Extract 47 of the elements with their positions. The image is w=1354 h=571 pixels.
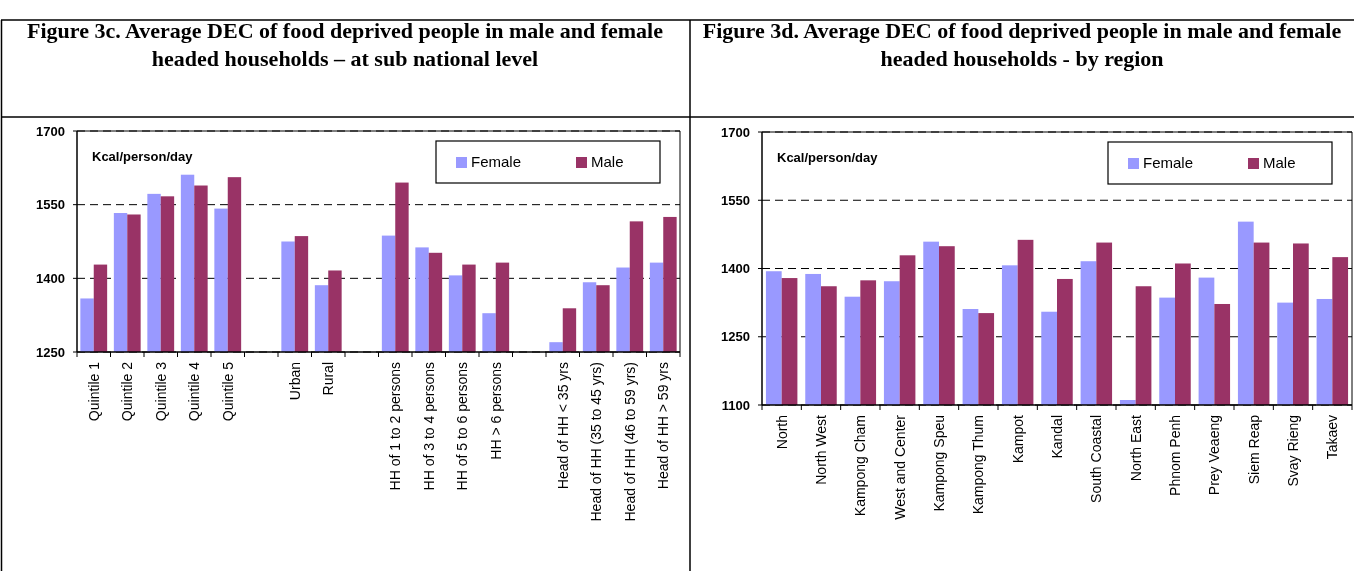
x-tick-label: North <box>773 415 790 450</box>
y-tick-label: 1700 <box>36 123 65 139</box>
legend-label: Male <box>1263 154 1296 172</box>
x-tick-label: Kampong Thum <box>970 415 987 515</box>
x-tick-label: Prey Veaeng <box>1206 415 1223 496</box>
chart-title: Figure 3c. Average DEC of food deprived people in male and female headed households – at sub national level <box>27 18 664 71</box>
y-tick-label: 1550 <box>721 192 750 208</box>
legend-label: Male <box>591 153 624 171</box>
x-tick-label: HH of 5 to 6 persons <box>454 362 471 491</box>
x-tick-label: Head of HH (46 to 59 yrs) <box>621 362 638 522</box>
y-tick-label: 1250 <box>721 329 750 345</box>
y-axis-title: Kcal/person/day <box>777 150 879 165</box>
legend-label: Female <box>1143 154 1194 172</box>
x-tick-label: Head of HH < 35 yrs <box>554 362 571 490</box>
x-tick-label: Quintile 2 <box>119 361 136 422</box>
x-tick-label: Kampong Cham <box>852 415 869 517</box>
x-tick-label: Urban <box>286 362 303 401</box>
x-tick-label: Kandal <box>1048 415 1065 459</box>
x-tick-label: Quintile 1 <box>85 361 102 422</box>
x-tick-label: Svay Rieng <box>1284 415 1301 487</box>
x-tick-label: Rural <box>320 362 337 396</box>
x-tick-label: North West <box>812 414 829 485</box>
x-tick-label: Phnom Penh <box>1166 415 1183 496</box>
x-tick-label: Takaev <box>1324 415 1341 460</box>
y-axis-title: Kcal/person/day <box>92 149 194 164</box>
y-tick-label: 1700 <box>721 124 750 140</box>
y-tick-label: 1400 <box>36 270 65 286</box>
x-tick-label: North East <box>1127 414 1144 482</box>
x-tick-label: HH of 1 to 2 persons <box>387 362 404 491</box>
x-tick-label: Siem Reap <box>1245 414 1262 485</box>
y-tick-label: 1100 <box>721 397 750 413</box>
y-tick-label: 1550 <box>36 197 65 213</box>
y-tick-label: 1400 <box>721 261 750 277</box>
y-tick-label: 1250 <box>36 344 65 360</box>
x-tick-label: HH of 3 to 4 persons <box>420 362 437 491</box>
legend-label: Female <box>471 153 522 171</box>
x-tick-label: Quintile 5 <box>219 361 236 422</box>
x-tick-label: Head of HH (35 to 45 yrs) <box>588 362 605 522</box>
x-tick-label: Kampong Speu <box>930 415 947 512</box>
x-tick-label: South Coastal <box>1088 415 1105 503</box>
x-tick-label: Quintile 3 <box>152 361 169 422</box>
x-tick-label: HH > 6 persons <box>487 362 504 460</box>
x-tick-label: Quintile 4 <box>186 361 203 422</box>
chart-title: Figure 3d. Average DEC of food deprived people in male and female headed households - by region <box>702 18 1342 71</box>
x-tick-label: Kampot <box>1009 414 1026 464</box>
x-tick-label: Head of HH > 59 yrs <box>655 362 672 490</box>
x-tick-label: West and Center <box>891 414 908 520</box>
